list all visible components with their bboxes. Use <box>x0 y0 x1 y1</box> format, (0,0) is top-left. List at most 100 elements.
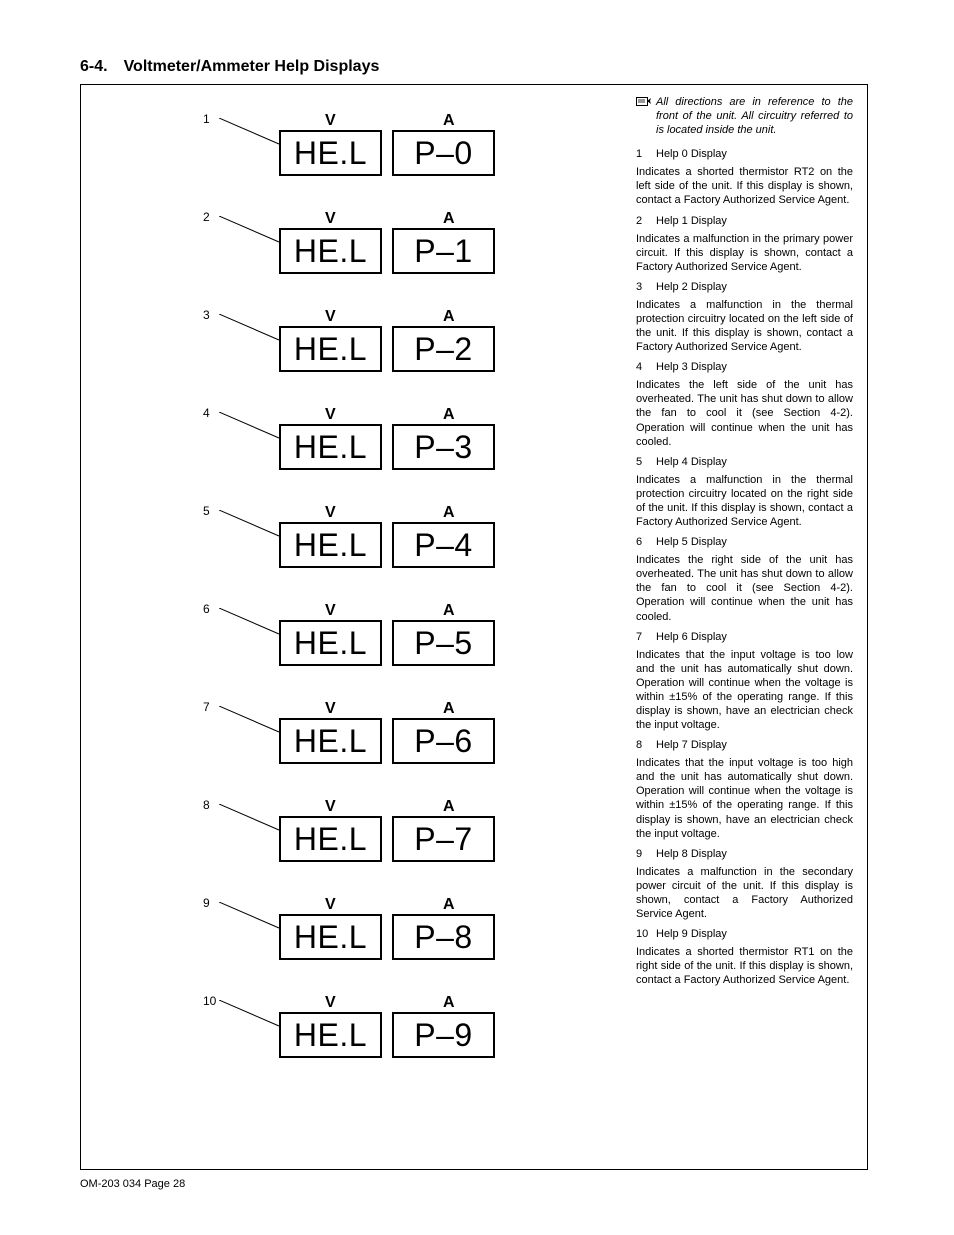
entry-body: Indicates a shorted thermistor RT2 on th… <box>636 165 853 207</box>
a-label: A <box>443 112 455 130</box>
diagram-column: 1VAHE.LP–02VAHE.LP–13VAHE.LP–24VAHE.LP–3… <box>81 85 561 1169</box>
voltmeter-display: HE.L <box>279 228 382 274</box>
entry-number: 2 <box>636 214 656 228</box>
content-frame: 1VAHE.LP–02VAHE.LP–13VAHE.LP–24VAHE.LP–3… <box>80 84 868 1170</box>
ammeter-display: P–9 <box>392 1012 495 1058</box>
entry-title-text: Help 8 Display <box>656 848 727 860</box>
note-row: All directions are in reference to the f… <box>636 95 853 137</box>
v-label: V <box>325 112 336 130</box>
callout-line <box>219 118 283 148</box>
entry-title-text: Help 7 Display <box>656 739 727 751</box>
entry-body: Indicates a malfunction in the thermal p… <box>636 473 853 529</box>
entry-title: 1Help 0 Display <box>636 147 853 161</box>
callout-number: 9 <box>203 896 210 910</box>
entry-body: Indicates that the input voltage is too … <box>636 756 853 840</box>
callout-line <box>219 706 283 736</box>
callout-number: 7 <box>203 700 210 714</box>
callout-number: 3 <box>203 308 210 322</box>
entry-body: Indicates a shorted thermistor RT1 on th… <box>636 945 853 987</box>
entry-number: 1 <box>636 147 656 161</box>
display-row: 5VAHE.LP–4 <box>81 504 561 568</box>
entry-title: 6Help 5 Display <box>636 535 853 549</box>
v-label: V <box>325 210 336 228</box>
v-label: V <box>325 602 336 620</box>
callout-line <box>219 1000 283 1030</box>
entry-body: Indicates a malfunction in the thermal p… <box>636 298 853 354</box>
entry-number: 8 <box>636 738 656 752</box>
display-row: 1VAHE.LP–0 <box>81 112 561 176</box>
a-label: A <box>443 504 455 522</box>
entry-title: 10Help 9 Display <box>636 927 853 941</box>
callout-number: 4 <box>203 406 210 420</box>
section-heading: 6-4. Voltmeter/Ammeter Help Displays <box>80 58 379 76</box>
ammeter-display: P–8 <box>392 914 495 960</box>
entry-number: 10 <box>636 927 656 941</box>
entry-title-text: Help 5 Display <box>656 536 727 548</box>
note-icon <box>636 95 654 111</box>
note-text: All directions are in reference to the f… <box>656 95 853 137</box>
callout-number: 6 <box>203 602 210 616</box>
entry-number: 3 <box>636 280 656 294</box>
entry-body: Indicates that the input voltage is too … <box>636 648 853 732</box>
entry-title: 4Help 3 Display <box>636 360 853 374</box>
entry-title-text: Help 2 Display <box>656 281 727 293</box>
v-label: V <box>325 994 336 1012</box>
voltmeter-display: HE.L <box>279 914 382 960</box>
v-label: V <box>325 798 336 816</box>
entry-title-text: Help 1 Display <box>656 215 727 227</box>
ammeter-display: P–7 <box>392 816 495 862</box>
v-label: V <box>325 406 336 424</box>
ammeter-display: P–4 <box>392 522 495 568</box>
entry-title: 5Help 4 Display <box>636 455 853 469</box>
callout-line <box>219 314 283 344</box>
display-row: 10 V A HE.LP–9 <box>81 994 561 1058</box>
entry-number: 9 <box>636 847 656 861</box>
ammeter-display: P–6 <box>392 718 495 764</box>
voltmeter-display: HE.L <box>279 424 382 470</box>
text-column: All directions are in reference to the f… <box>636 95 853 993</box>
callout-line <box>219 412 283 442</box>
ammeter-display: P–3 <box>392 424 495 470</box>
entry-number: 5 <box>636 455 656 469</box>
entry-body: Indicates a malfunction in the secondary… <box>636 865 853 921</box>
callout-line <box>219 804 283 834</box>
ammeter-display: P–2 <box>392 326 495 372</box>
callout-number: 2 <box>203 210 210 224</box>
entry-title: 9Help 8 Display <box>636 847 853 861</box>
entry-title: 7Help 6 Display <box>636 630 853 644</box>
a-label: A <box>443 798 455 816</box>
entry-body: Indicates a malfunction in the primary p… <box>636 232 853 274</box>
display-row: 6VAHE.LP–5 <box>81 602 561 666</box>
display-row: 7 V A HE.LP–6 <box>81 700 561 764</box>
entry-number: 4 <box>636 360 656 374</box>
v-label: V <box>325 504 336 522</box>
v-label: V <box>325 308 336 326</box>
ammeter-display: P–5 <box>392 620 495 666</box>
entry-number: 7 <box>636 630 656 644</box>
voltmeter-display: HE.L <box>279 326 382 372</box>
entry-number: 6 <box>636 535 656 549</box>
entry-title-text: Help 3 Display <box>656 361 727 373</box>
entry-body: Indicates the left side of the unit has … <box>636 378 853 448</box>
entry-title: 8Help 7 Display <box>636 738 853 752</box>
entry-body: Indicates the right side of the unit has… <box>636 553 853 623</box>
voltmeter-display: HE.L <box>279 718 382 764</box>
a-label: A <box>443 896 455 914</box>
voltmeter-display: HE.L <box>279 816 382 862</box>
callout-number: 10 <box>203 994 216 1008</box>
a-label: A <box>443 406 455 424</box>
voltmeter-display: HE.L <box>279 1012 382 1058</box>
page-footer: OM-203 034 Page 28 <box>80 1178 185 1190</box>
v-label: V <box>325 700 336 718</box>
callout-line <box>219 608 283 638</box>
display-row: 8VAHE.LP–7 <box>81 798 561 862</box>
a-label: A <box>443 994 455 1012</box>
page: 6-4. Voltmeter/Ammeter Help Displays 1 V A… <box>0 0 954 1235</box>
a-label: A <box>443 700 455 718</box>
ammeter-display: P–0 <box>392 130 495 176</box>
entry-title: 3Help 2 Display <box>636 280 853 294</box>
entry-title-text: Help 9 Display <box>656 928 727 940</box>
entry-title-text: Help 0 Display <box>656 148 727 160</box>
a-label: A <box>443 308 455 326</box>
callout-line <box>219 216 283 246</box>
